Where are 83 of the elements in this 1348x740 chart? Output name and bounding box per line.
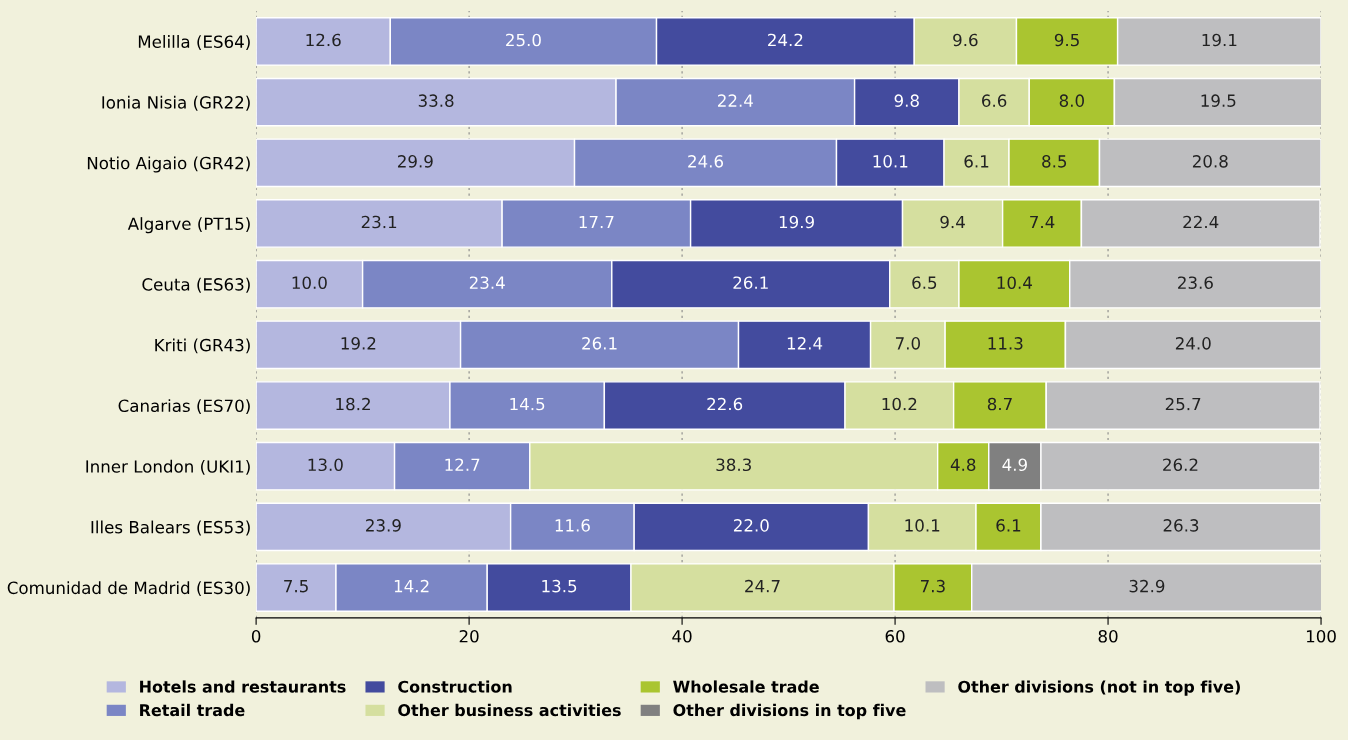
data-label: 9.6 <box>953 33 978 47</box>
legend-label: Other divisions (not in top five) <box>958 680 1240 696</box>
data-label: 19.5 <box>1201 94 1236 107</box>
data-label: 24.0 <box>1175 337 1211 350</box>
x-tick-label: 20 <box>459 630 479 643</box>
data-label: 24.2 <box>768 33 803 47</box>
x-tick-label: 80 <box>1098 630 1118 643</box>
data-label: 10.1 <box>905 519 940 532</box>
data-label: 9.8 <box>894 94 919 107</box>
data-label: 13.0 <box>308 458 343 472</box>
data-label: 22.6 <box>707 397 743 411</box>
y-tick-label: Illes Balears (ES53) <box>91 520 250 536</box>
data-label: 19.1 <box>1202 33 1237 47</box>
data-label: 10.4 <box>997 276 1032 289</box>
data-label: 9.5 <box>1054 33 1079 47</box>
data-label: 7.4 <box>1030 215 1055 229</box>
data-label: 25.7 <box>1165 397 1201 411</box>
data-label: 6.6 <box>982 94 1007 107</box>
legend-label: Retail trade <box>140 703 245 717</box>
y-tick-label: Melilla (ES64) <box>138 35 250 50</box>
data-label: 22.4 <box>1183 215 1219 229</box>
data-label: 7.0 <box>895 337 920 350</box>
data-label: 25.0 <box>506 33 541 47</box>
data-label: 10.2 <box>882 397 917 411</box>
legend-label: Construction <box>398 680 512 693</box>
y-tick-label: Inner London (UKI1) <box>86 459 250 475</box>
data-label: 14.5 <box>510 397 545 411</box>
data-label: 8.0 <box>1059 94 1084 107</box>
x-tick-label: 100 <box>1306 630 1336 643</box>
data-label: 17.7 <box>579 215 614 229</box>
data-label: 6.5 <box>912 276 937 289</box>
data-label: 22.4 <box>718 94 753 107</box>
data-label: 20.8 <box>1192 155 1228 168</box>
data-label: 23.6 <box>1178 276 1213 289</box>
data-label: 12.4 <box>787 337 823 350</box>
y-tick-label: Ceuta (ES63) <box>142 277 250 293</box>
legend-label: Wholesale trade <box>673 680 819 693</box>
data-label: 26.1 <box>582 337 617 350</box>
data-label: 19.9 <box>779 215 814 229</box>
y-tick-label: Comunidad de Madrid (ES30) <box>7 581 250 597</box>
data-label: 14.2 <box>394 579 429 593</box>
data-label: 4.8 <box>950 458 976 472</box>
data-label: 24.6 <box>688 155 724 168</box>
legend-label: Other business activities <box>398 703 621 717</box>
data-label: 23.1 <box>361 215 397 229</box>
data-label: 32.9 <box>1129 579 1165 593</box>
data-label: 8.7 <box>987 397 1012 411</box>
data-label: 23.9 <box>366 519 401 532</box>
data-label: 11.3 <box>988 337 1023 350</box>
y-tick-label: Algarve (PT15) <box>127 217 250 234</box>
data-label: 19.2 <box>341 337 376 350</box>
data-label: 26.1 <box>733 276 768 289</box>
data-label: 26.3 <box>1163 519 1199 532</box>
y-tick-label: Notio Aigaio (GR42) <box>87 156 250 173</box>
x-tick-label: 0 <box>251 630 261 643</box>
y-tick-label: Canarias (ES70) <box>118 399 250 415</box>
data-label: 12.7 <box>445 458 480 471</box>
data-label: 18.2 <box>336 397 370 411</box>
data-label: 10.0 <box>292 276 327 289</box>
data-label: 24.7 <box>745 579 780 593</box>
data-label: 9.4 <box>940 215 965 229</box>
legend-label: Hotels and restaurants <box>140 680 346 693</box>
data-label: 10.1 <box>873 155 908 168</box>
data-label: 33.8 <box>418 94 454 107</box>
data-label: 23.4 <box>469 276 505 289</box>
data-label: 6.1 <box>964 155 989 168</box>
data-label: 8.5 <box>1042 155 1067 168</box>
y-tick-label: Kriti (GR43) <box>155 338 250 354</box>
data-label: 13.5 <box>542 579 577 593</box>
data-label: 26.2 <box>1163 458 1198 472</box>
legend-label: Other divisions in top five <box>673 703 906 720</box>
data-label: 38.3 <box>716 458 751 472</box>
data-label: 22.0 <box>733 519 769 532</box>
data-label: 7.3 <box>920 579 945 593</box>
data-label: 12.6 <box>306 33 341 47</box>
y-tick-label: Ionia Nisia (GR22) <box>102 95 250 111</box>
x-tick-label: 60 <box>885 630 905 643</box>
data-label: 7.5 <box>284 580 308 593</box>
data-label: 6.1 <box>996 519 1021 532</box>
data-label: 11.6 <box>555 519 590 532</box>
data-label: 29.9 <box>397 155 433 168</box>
data-label: 4.9 <box>1002 458 1027 472</box>
x-tick-label: 40 <box>672 630 692 643</box>
